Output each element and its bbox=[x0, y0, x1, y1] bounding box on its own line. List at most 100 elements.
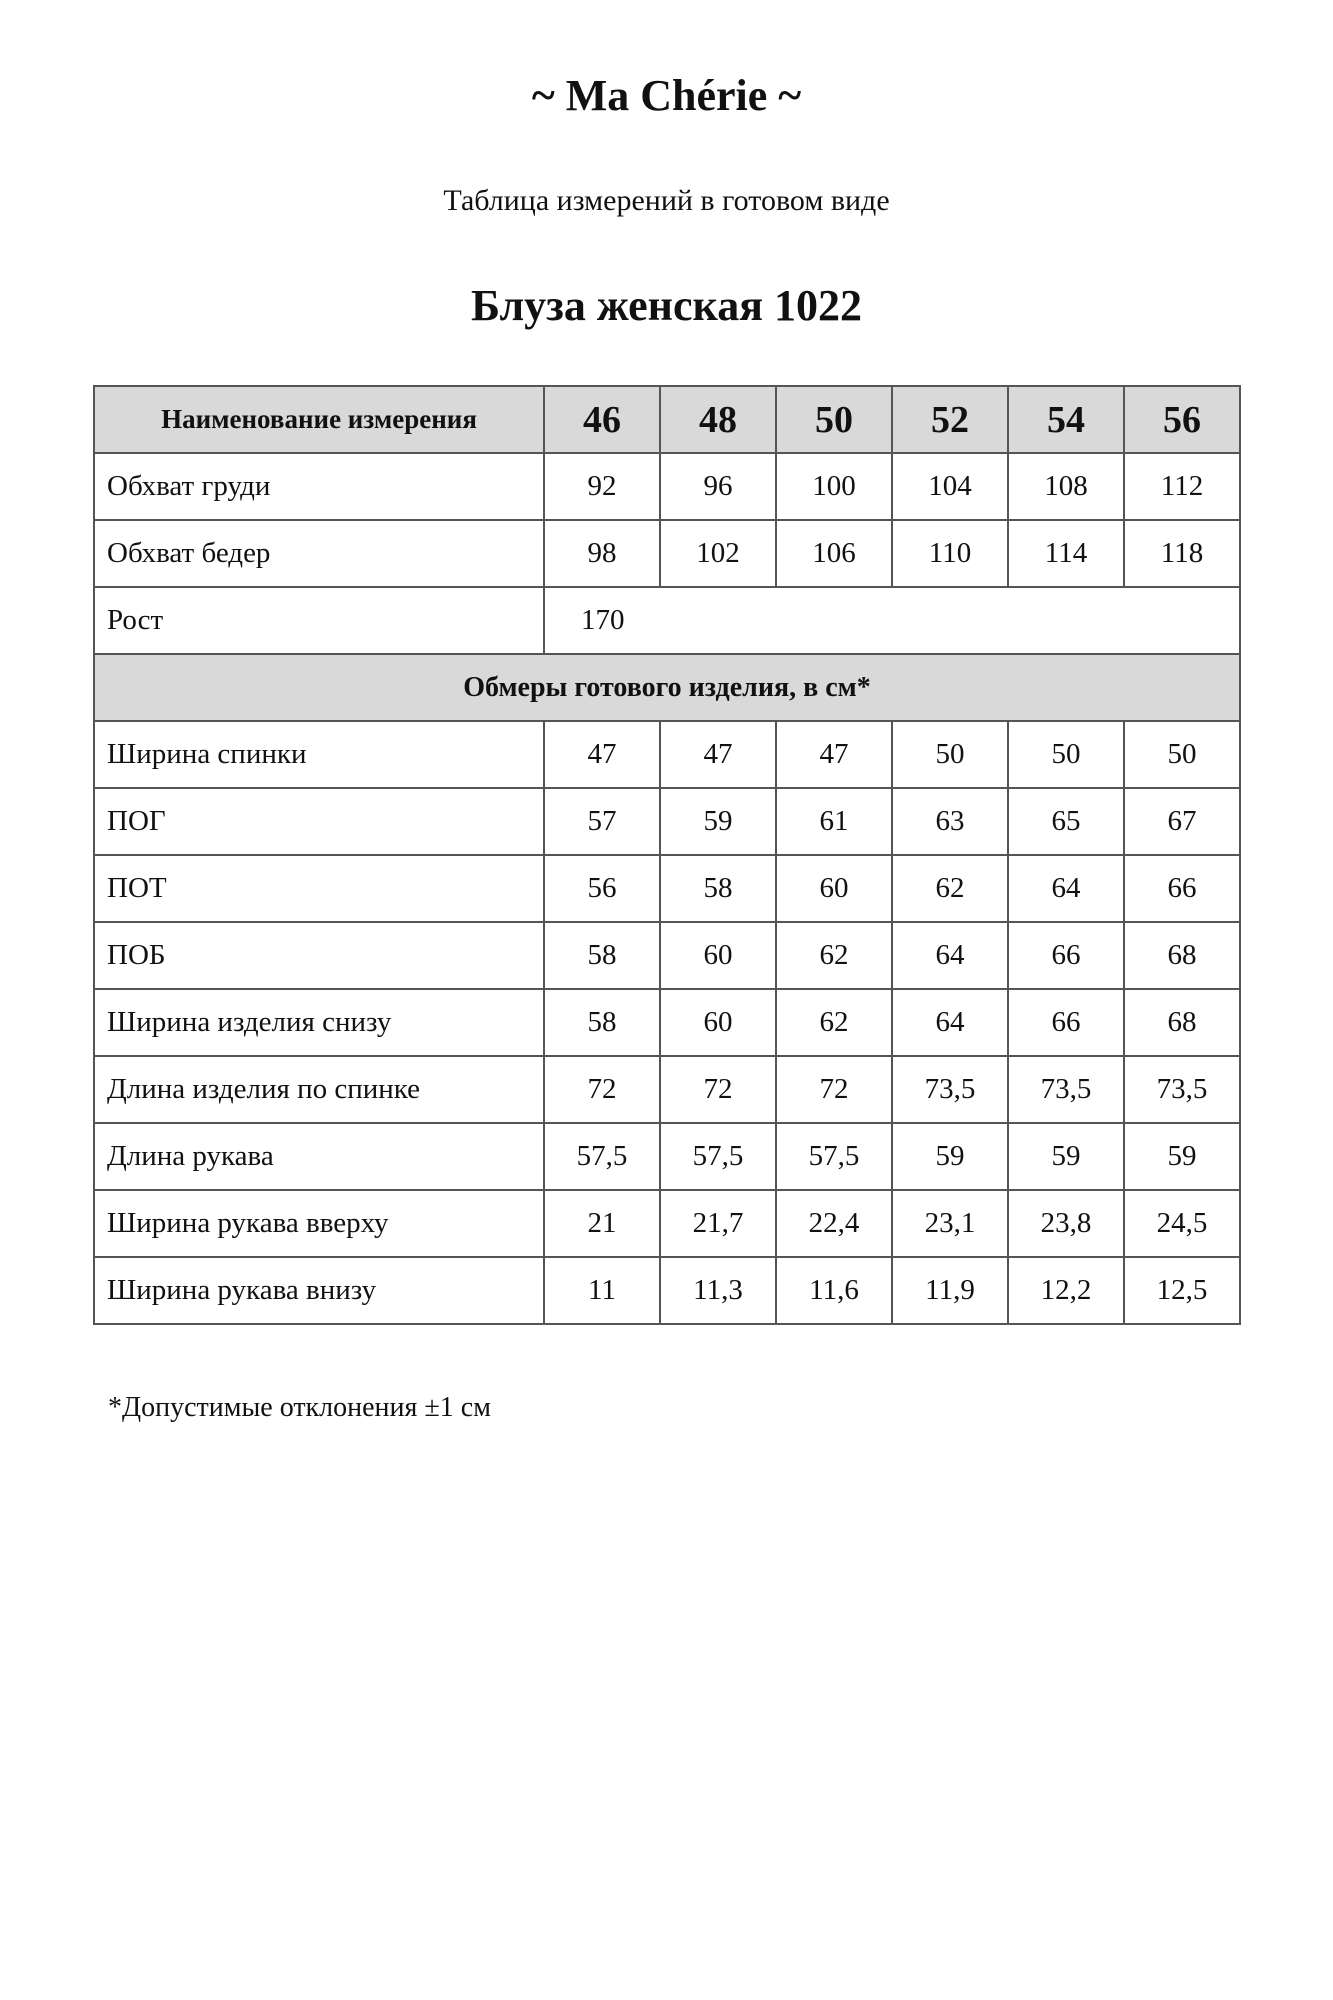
product-title: Блуза женская 1022 bbox=[470, 281, 863, 330]
row-label: Ширина рукава внизу bbox=[93, 1256, 545, 1325]
row-label: Длина рукава bbox=[93, 1122, 545, 1191]
value-cell: 100 bbox=[775, 452, 893, 521]
header-label: Наименование измерения bbox=[93, 385, 545, 454]
value-cell: 60 bbox=[659, 988, 777, 1057]
value-cell: 23,1 bbox=[891, 1189, 1009, 1258]
subtitle: Таблица измерений в готовом виде bbox=[443, 184, 890, 217]
value-cell: 57,5 bbox=[659, 1122, 777, 1191]
value-cell: 66 bbox=[1007, 988, 1125, 1057]
value-cell: 106 bbox=[775, 519, 893, 588]
value-cell: 62 bbox=[775, 988, 893, 1057]
value-cell: 22,4 bbox=[775, 1189, 893, 1258]
value-cell: 72 bbox=[659, 1055, 777, 1124]
table-row: Ширина спинки 47 47 47 50 50 50 bbox=[93, 720, 1241, 789]
value-cell: 50 bbox=[891, 720, 1009, 789]
table-row: Ширина рукава вверху 21 21,7 22,4 23,1 23,8 24… bbox=[93, 1189, 1241, 1258]
value-cell: 73,5 bbox=[891, 1055, 1009, 1124]
value-cell: 64 bbox=[1007, 854, 1125, 923]
value-cell: 118 bbox=[1123, 519, 1241, 588]
value-cell: 12,5 bbox=[1123, 1256, 1241, 1325]
value-cell: 47 bbox=[659, 720, 777, 789]
value-cell: 62 bbox=[775, 921, 893, 990]
value-cell: 64 bbox=[891, 921, 1009, 990]
value-cell: 96 bbox=[659, 452, 777, 521]
value-cell: 72 bbox=[543, 1055, 661, 1124]
value-cell: 59 bbox=[891, 1122, 1009, 1191]
table-row: ПОГ 57 59 61 63 65 67 bbox=[93, 787, 1241, 856]
value-cell: 104 bbox=[891, 452, 1009, 521]
value-cell: 63 bbox=[891, 787, 1009, 856]
size-header: 46 bbox=[543, 385, 661, 454]
value-cell: 57,5 bbox=[775, 1122, 893, 1191]
value-cell: 108 bbox=[1007, 452, 1125, 521]
height-row: Рост 170 bbox=[93, 586, 1241, 655]
table-row: Ширина рукава внизу 11 11,3 11,6 11,9 12,2 12,… bbox=[93, 1256, 1241, 1325]
value-cell: 47 bbox=[775, 720, 893, 789]
row-label: ПОГ bbox=[93, 787, 545, 856]
value-cell: 66 bbox=[1123, 854, 1241, 923]
table-row: Длина изделия по спинке 72 72 72 73,5 73,5 73,… bbox=[93, 1055, 1241, 1124]
value-cell: 59 bbox=[1007, 1122, 1125, 1191]
value-cell: 11,9 bbox=[891, 1256, 1009, 1325]
value-cell: 62 bbox=[891, 854, 1009, 923]
row-label: Обхват груди bbox=[93, 452, 545, 521]
value-cell: 60 bbox=[775, 854, 893, 923]
value-cell: 67 bbox=[1123, 787, 1241, 856]
value-cell: 102 bbox=[659, 519, 777, 588]
brand-title: ~ Ma Chérie ~ bbox=[531, 71, 802, 120]
value-cell: 58 bbox=[543, 921, 661, 990]
value-cell: 114 bbox=[1007, 519, 1125, 588]
size-header: 56 bbox=[1123, 385, 1241, 454]
table-row: ПОТ 56 58 60 62 64 66 bbox=[93, 854, 1241, 923]
header-row: Наименование измерения 46 48 50 52 54 56 bbox=[93, 385, 1241, 454]
value-cell: 59 bbox=[659, 787, 777, 856]
height-value: 170 bbox=[543, 586, 1241, 655]
table-row: Длина рукава 57,5 57,5 57,5 59 59 59 bbox=[93, 1122, 1241, 1191]
value-cell: 73,5 bbox=[1007, 1055, 1125, 1124]
value-cell: 73,5 bbox=[1123, 1055, 1241, 1124]
value-cell: 11,3 bbox=[659, 1256, 777, 1325]
row-label: Ширина рукава вверху bbox=[93, 1189, 545, 1258]
value-cell: 24,5 bbox=[1123, 1189, 1241, 1258]
value-cell: 68 bbox=[1123, 921, 1241, 990]
row-label: Обхват бедер bbox=[93, 519, 545, 588]
value-cell: 65 bbox=[1007, 787, 1125, 856]
value-cell: 57,5 bbox=[543, 1122, 661, 1191]
value-cell: 58 bbox=[543, 988, 661, 1057]
value-cell: 21 bbox=[543, 1189, 661, 1258]
row-label: Ширина изделия снизу bbox=[93, 988, 545, 1057]
row-label: ПОБ bbox=[93, 921, 545, 990]
value-cell: 98 bbox=[543, 519, 661, 588]
table-row: Обхват груди 92 96 100 104 108 112 bbox=[93, 452, 1241, 521]
section-title: Обмеры готового изделия, в см* bbox=[93, 653, 1241, 722]
size-header: 54 bbox=[1007, 385, 1125, 454]
row-label: Длина изделия по спинке bbox=[93, 1055, 545, 1124]
size-header: 52 bbox=[891, 385, 1009, 454]
table-row: Ширина изделия снизу 58 60 62 64 66 68 bbox=[93, 988, 1241, 1057]
size-header: 48 bbox=[659, 385, 777, 454]
size-table: Наименование измерения 46 48 50 52 54 56 Обхват… bbox=[93, 385, 1241, 1325]
table-row: Обхват бедер 98 102 106 110 114 118 bbox=[93, 519, 1241, 588]
value-cell: 47 bbox=[543, 720, 661, 789]
value-cell: 56 bbox=[543, 854, 661, 923]
value-cell: 23,8 bbox=[1007, 1189, 1125, 1258]
row-label: Рост bbox=[93, 586, 545, 655]
row-label: Ширина спинки bbox=[93, 720, 545, 789]
value-cell: 11,6 bbox=[775, 1256, 893, 1325]
value-cell: 12,2 bbox=[1007, 1256, 1125, 1325]
value-cell: 21,7 bbox=[659, 1189, 777, 1258]
table-row: ПОБ 58 60 62 64 66 68 bbox=[93, 921, 1241, 990]
value-cell: 92 bbox=[543, 452, 661, 521]
value-cell: 58 bbox=[659, 854, 777, 923]
row-label: ПОТ bbox=[93, 854, 545, 923]
value-cell: 72 bbox=[775, 1055, 893, 1124]
value-cell: 50 bbox=[1123, 720, 1241, 789]
value-cell: 11 bbox=[543, 1256, 661, 1325]
value-cell: 112 bbox=[1123, 452, 1241, 521]
value-cell: 61 bbox=[775, 787, 893, 856]
value-cell: 59 bbox=[1123, 1122, 1241, 1191]
size-header: 50 bbox=[775, 385, 893, 454]
value-cell: 110 bbox=[891, 519, 1009, 588]
footnote: *Допустимые отклонения ±1 см bbox=[108, 1392, 491, 1423]
value-cell: 57 bbox=[543, 787, 661, 856]
